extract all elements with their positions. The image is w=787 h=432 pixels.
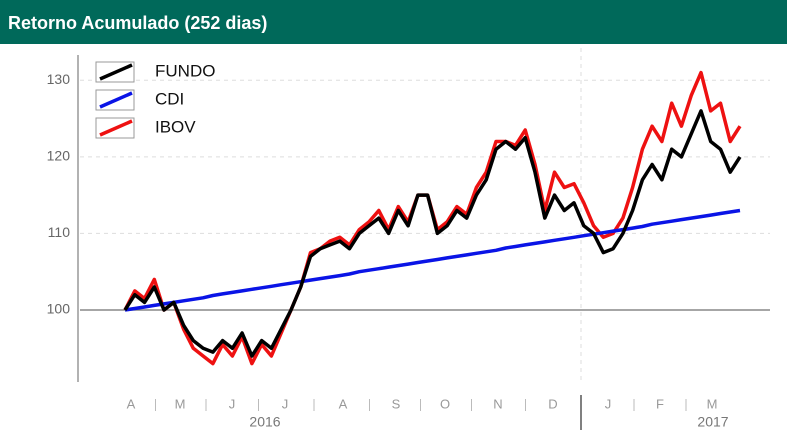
x-tick-label: O (440, 396, 450, 411)
header-bar (0, 0, 787, 44)
x-tick-label: M (707, 396, 718, 411)
legend-swatch (99, 119, 133, 137)
series-line (124, 208, 741, 312)
chart-title: Retorno Acumulado (252 dias) (8, 13, 267, 33)
x-tick-label: J (605, 396, 612, 411)
legend-label: CDI (155, 89, 184, 108)
x-tick-label: A (127, 396, 136, 411)
x-tick-label: J (282, 396, 289, 411)
y-tick-label: 120 (47, 148, 71, 164)
x-tick-label: A (339, 396, 348, 411)
series-line (123, 109, 742, 358)
y-tick-label: 110 (48, 224, 71, 240)
legend-swatch (99, 63, 133, 81)
year-label: 2017 (697, 414, 728, 430)
x-tick-label: D (548, 396, 557, 411)
year-label: 2016 (249, 414, 280, 430)
legend-label: IBOV (155, 117, 196, 136)
legend-label: FUNDO (155, 61, 215, 80)
x-tick-label: M (175, 396, 186, 411)
y-tick-label: 130 (47, 71, 71, 87)
x-tick-label: F (656, 396, 664, 411)
x-tick-label: S (392, 396, 401, 411)
x-tick-label: J (229, 396, 236, 411)
y-tick-label: 100 (47, 301, 71, 317)
x-tick-label: N (493, 396, 502, 411)
legend-swatch (99, 91, 133, 109)
